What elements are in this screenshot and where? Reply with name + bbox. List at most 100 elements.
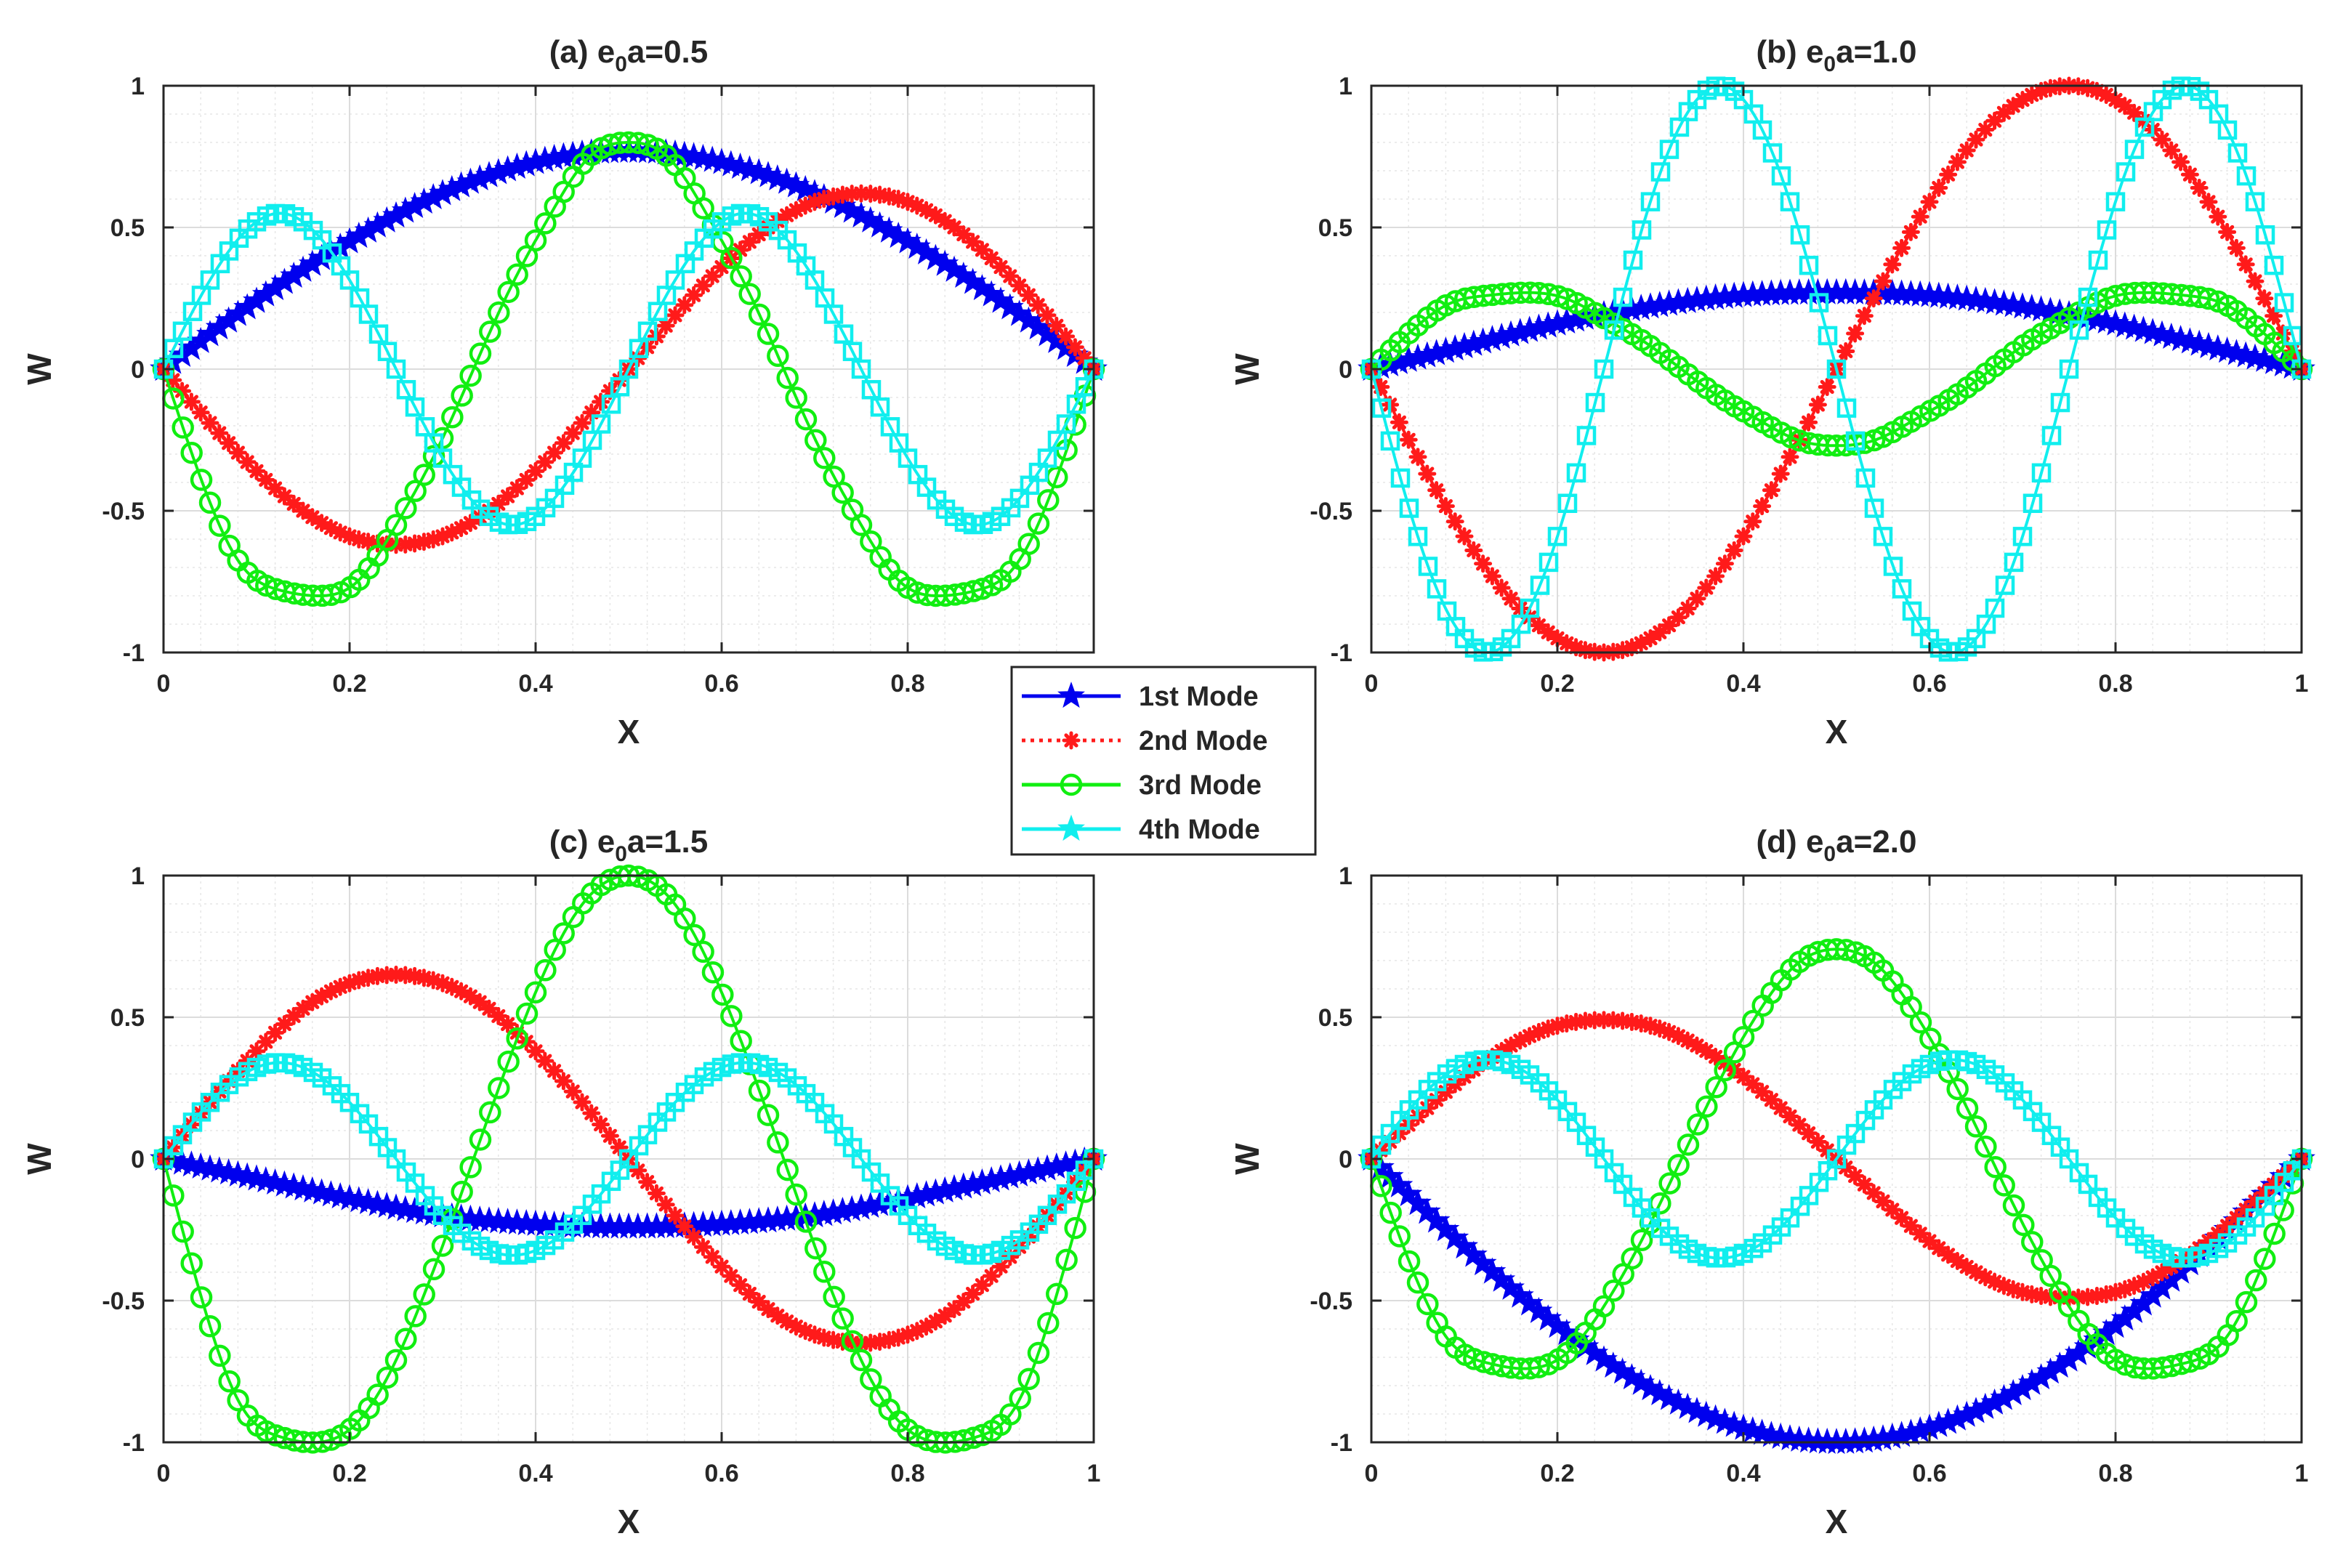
data-point	[366, 1383, 389, 1406]
data-point	[552, 922, 575, 945]
data-point	[1592, 1295, 1616, 1318]
data-point	[451, 1181, 473, 1203]
data-point	[1706, 1248, 1726, 1268]
data-point	[200, 270, 220, 290]
data-point	[1771, 166, 1791, 186]
data-point	[610, 377, 630, 397]
chart-title-subscript: 0	[615, 52, 627, 76]
data-point	[1492, 578, 1511, 597]
data-point	[1993, 1174, 2015, 1197]
data-point	[200, 1092, 220, 1112]
data-point	[459, 1156, 482, 1179]
data-point	[1406, 1271, 1429, 1294]
data-point	[1957, 141, 1976, 160]
data-point	[1483, 567, 1501, 586]
legend-marker-icon	[1062, 731, 1081, 750]
data-point	[2050, 392, 2070, 413]
y-tick-label: -1	[123, 1429, 145, 1457]
data-point	[1436, 497, 1455, 516]
legend-marker-icon	[1060, 773, 1083, 796]
data-point	[730, 1053, 751, 1072]
data-point	[2105, 192, 2126, 211]
data-point	[2124, 140, 2145, 159]
legend-marker-icon	[1057, 682, 1085, 708]
data-point	[1799, 1186, 1819, 1205]
data-point	[265, 1053, 286, 1072]
data-point	[720, 246, 743, 270]
x-tick-label: 0	[1365, 670, 1379, 698]
data-point	[804, 1237, 827, 1260]
data-point	[2227, 143, 2248, 163]
data-point	[1621, 1247, 1643, 1270]
data-point	[1956, 1097, 1979, 1120]
data-point	[1650, 162, 1671, 182]
data-point	[405, 397, 425, 417]
data-point	[2209, 207, 2227, 226]
data-point	[2225, 1309, 2248, 1333]
data-point	[945, 218, 964, 237]
data-point	[536, 453, 554, 472]
data-point	[850, 514, 873, 536]
data-point	[366, 544, 389, 567]
data-point	[498, 514, 518, 535]
data-point	[1613, 1174, 1633, 1195]
data-point	[1752, 120, 1773, 140]
legend-label: 2nd Mode	[1139, 726, 1267, 756]
chart-title-main: (b) e	[1757, 34, 1824, 70]
x-tick-label: 0.4	[518, 670, 552, 698]
legend-item-1: 1st Mode	[1022, 682, 1259, 712]
data-point	[1056, 1184, 1076, 1204]
data-point	[469, 342, 492, 365]
x-tick-label: 0.6	[704, 1460, 738, 1487]
data-point	[358, 304, 379, 324]
data-point	[1818, 326, 1838, 346]
series-2nd-mode	[154, 966, 1103, 1352]
data-point	[404, 1305, 427, 1327]
data-point	[1687, 589, 1706, 608]
legend-marker-icon	[1057, 815, 1085, 841]
data-point	[2227, 238, 2246, 257]
data-point	[944, 506, 964, 526]
data-point	[339, 270, 360, 290]
chart-title: (a) e0a=0.5	[549, 34, 709, 76]
data-point	[1826, 359, 1847, 379]
data-point	[1547, 1090, 1568, 1110]
data-point	[246, 1057, 267, 1078]
data-point	[1557, 493, 1578, 513]
data-point	[479, 1240, 499, 1261]
data-point	[497, 1050, 520, 1073]
data-point	[804, 1092, 825, 1112]
data-point	[1799, 1124, 1818, 1143]
data-point	[1547, 527, 1568, 546]
data-point	[2236, 255, 2255, 274]
data-point	[2197, 287, 2220, 310]
data-point	[1957, 1258, 1976, 1277]
data-point	[2004, 552, 2024, 573]
x-tick-label: 0.4	[1726, 670, 1760, 698]
data-point	[591, 414, 611, 434]
data-point	[1380, 1123, 1400, 1144]
data-point	[1520, 598, 1540, 618]
data-point	[2012, 1213, 2035, 1237]
data-point	[1809, 293, 1829, 312]
data-point	[1939, 165, 1958, 184]
data-point	[2116, 162, 2136, 182]
data-point	[2088, 250, 2108, 270]
x-axis-label: X	[618, 713, 640, 751]
data-point	[2105, 1208, 2126, 1228]
data-point	[748, 1079, 771, 1102]
data-point	[1695, 1095, 1718, 1118]
data-point	[2041, 426, 2062, 445]
data-point	[2264, 1186, 2284, 1205]
data-point	[757, 1104, 780, 1126]
chart-title: (b) e0a=1.0	[1757, 34, 1917, 76]
data-point	[2254, 1248, 2276, 1270]
data-point	[432, 1205, 453, 1226]
data-point	[1938, 1050, 1959, 1070]
data-point	[572, 1205, 592, 1226]
data-point	[554, 1072, 573, 1091]
series-1st-mode	[1358, 278, 2315, 381]
grid	[1371, 86, 2302, 652]
data-point	[320, 583, 342, 607]
data-point	[2039, 1264, 2062, 1288]
